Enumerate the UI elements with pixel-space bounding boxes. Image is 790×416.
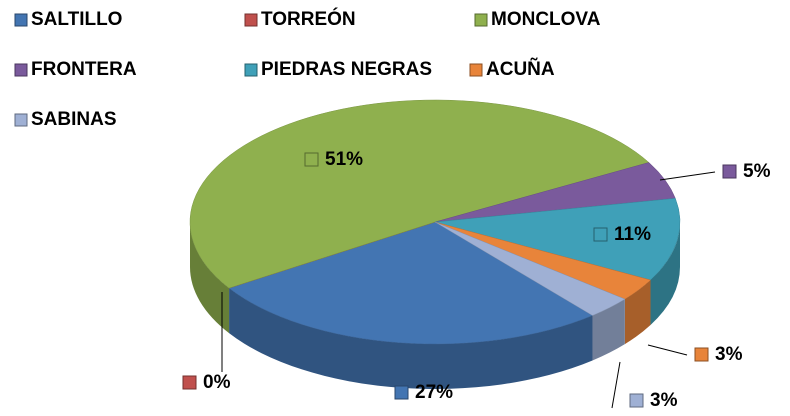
slice-side	[190, 222, 230, 334]
legend-swatch	[469, 63, 483, 77]
data-label: 5%	[743, 161, 771, 182]
data-label: 0%	[203, 372, 231, 393]
label-swatch	[722, 164, 737, 179]
legend-label: MONCLOVA	[491, 9, 601, 30]
legend-swatch	[14, 113, 28, 127]
legend-swatch	[244, 63, 258, 77]
label-swatch	[593, 227, 608, 242]
label-swatch	[694, 347, 709, 362]
legend-label: SABINAS	[31, 109, 117, 130]
legend-label: PIEDRAS NEGRAS	[261, 59, 432, 80]
legend-label: TORREÓN	[261, 8, 356, 30]
legend-swatch	[14, 13, 28, 27]
slice	[228, 221, 594, 345]
slice	[434, 198, 681, 281]
legend-label: FRONTERA	[31, 59, 137, 80]
slice-side	[650, 222, 680, 326]
label-swatch	[182, 375, 197, 390]
label-swatch	[629, 393, 644, 408]
slice	[434, 221, 626, 316]
legend-swatch	[474, 13, 488, 27]
label-swatch	[304, 152, 319, 167]
data-label: 3%	[650, 390, 678, 411]
data-label: 11%	[614, 224, 651, 245]
slice-side	[592, 299, 625, 361]
data-label: 51%	[325, 149, 363, 170]
legend-swatch	[14, 63, 28, 77]
slice	[189, 99, 650, 289]
leader-line	[659, 171, 716, 181]
data-label: 27%	[415, 382, 453, 403]
slice-side	[229, 288, 593, 389]
label-swatch	[394, 385, 409, 400]
legend-label: ACUÑA	[486, 58, 555, 80]
leader-line	[611, 361, 621, 409]
legend-label: SALTILLO	[31, 9, 122, 30]
slice-side	[624, 280, 651, 345]
leader-line	[647, 344, 688, 356]
data-label: 3%	[715, 344, 743, 365]
legend-swatch	[244, 13, 258, 27]
